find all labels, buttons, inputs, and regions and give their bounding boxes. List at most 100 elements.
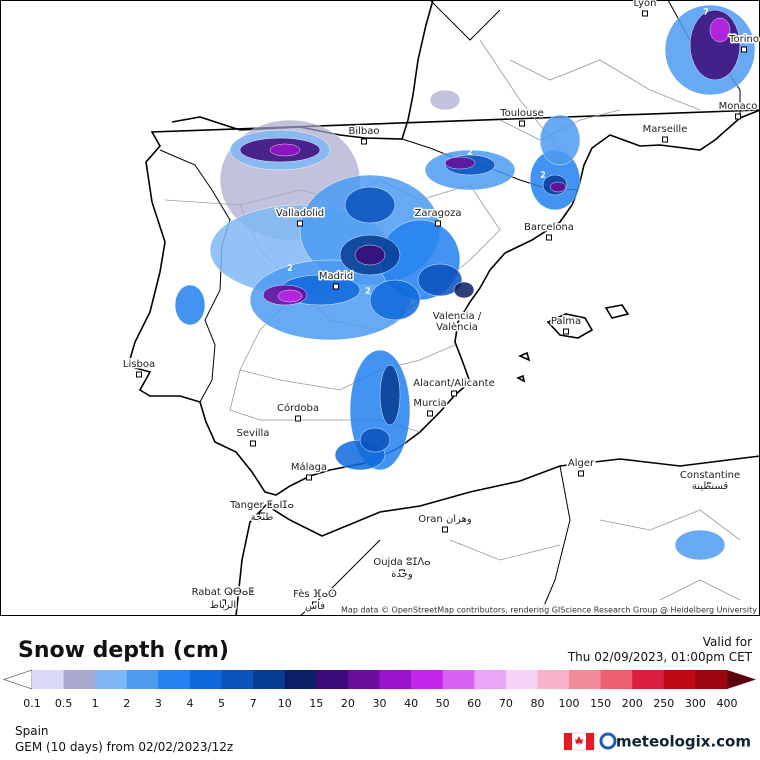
city-marker (250, 440, 256, 447)
color-swatch (600, 670, 633, 689)
snow-area (369, 279, 421, 321)
level-label: 0.5 (55, 697, 73, 710)
city-marker (707, 482, 713, 489)
brand: meteologix.com (616, 733, 751, 751)
city-marker (333, 283, 339, 290)
level-label: 70 (499, 697, 513, 710)
city-label: Alacant/Alicante (413, 378, 494, 389)
city-label: Barcelona (524, 222, 574, 233)
contour-label: 2 (467, 148, 472, 157)
valid-time: Thu 02/09/2023, 01:00pm CET (567, 650, 752, 664)
color-swatch (63, 670, 96, 689)
color-swatch (253, 670, 286, 689)
level-label: 5 (218, 697, 225, 710)
city-label: Lyon (633, 0, 656, 9)
level-label: 4 (186, 697, 193, 710)
snow-area (709, 17, 731, 43)
snow-area (417, 263, 463, 297)
snow-area (354, 244, 386, 266)
city-marker (578, 470, 584, 477)
level-label: 3 (155, 697, 162, 710)
city-label: Valladolid (276, 208, 324, 219)
snow-area (539, 114, 581, 166)
city-label: Alger (568, 458, 595, 469)
color-swatch (126, 670, 159, 689)
city-marker (399, 569, 405, 576)
city-label: طنجة (251, 512, 274, 523)
contour-label: 7 (703, 8, 708, 17)
attribution-box (338, 604, 759, 615)
city-marker (259, 512, 265, 519)
color-swatch (95, 670, 128, 689)
city-marker (306, 474, 312, 481)
level-label: 1 (92, 697, 99, 710)
level-label: 40 (404, 697, 418, 710)
city-label: Monaco (719, 101, 758, 112)
color-swatch (189, 670, 222, 689)
legend-title: Snow depth (cm) (18, 638, 229, 663)
color-swatch (411, 670, 444, 689)
level-label: 400 (717, 697, 738, 710)
maple-leaf (575, 736, 583, 747)
under-triangle (3, 669, 33, 690)
contour-label: 2 (540, 171, 545, 180)
snow-area (344, 186, 396, 224)
city-marker (435, 220, 441, 227)
city-labels: Lyon Torino Monaco Toulouse Marseille Bilbao V… (121, 0, 760, 614)
city-label: Constantine (680, 470, 740, 481)
city-marker (312, 601, 318, 608)
snow-field: 2 2 2 2 7 (174, 4, 756, 561)
level-label: 2 (123, 697, 130, 710)
snow-area (429, 89, 461, 111)
snow-area (453, 281, 475, 299)
city-label: Valencia / (433, 311, 482, 322)
city-marker (741, 46, 747, 53)
color-swatch (347, 670, 380, 689)
city-marker (519, 120, 525, 127)
city-label: Oujda ⵓⵊⴷⴰ (373, 557, 430, 568)
city-label: Murcia (413, 398, 446, 409)
snow-area (674, 529, 726, 561)
city-label: València (436, 321, 478, 333)
city-label: Rabat ⵕⴱⴰⵟ (192, 587, 255, 598)
city-marker (735, 113, 741, 120)
color-swatch (569, 670, 602, 689)
logo-icon (599, 732, 617, 750)
valid-heading: Valid for (702, 635, 752, 649)
color-swatch (32, 670, 64, 689)
over-triangle (727, 670, 756, 689)
model-run: GEM (10 days) from 02/02/2023/12z (15, 740, 234, 754)
color-swatch (632, 670, 665, 689)
city-marker (442, 526, 448, 533)
city-label: Tanger ⵟⴰⵏⵊⴰ (229, 500, 294, 511)
level-label: 60 (467, 697, 481, 710)
level-label: 250 (653, 697, 674, 710)
city-label: قسنطينة (692, 481, 729, 492)
color-swatch (442, 670, 475, 689)
flag-band (586, 733, 594, 750)
level-label: 150 (590, 697, 611, 710)
snow-area (359, 427, 391, 453)
city-marker (546, 234, 552, 241)
city-label: Fès ⴼⴰⵙ (293, 588, 337, 600)
city-marker (427, 410, 433, 417)
level-label: 10 (278, 697, 292, 710)
color-swatch (379, 670, 412, 689)
city-marker (361, 138, 367, 145)
city-label: Córdoba (277, 402, 319, 414)
level-label: 7 (250, 697, 257, 710)
city-marker (662, 136, 668, 143)
snow-area (277, 289, 303, 303)
level-label: 20 (341, 697, 355, 710)
color-swatch (695, 670, 728, 689)
city-label: وجدة (391, 569, 413, 580)
snow-area (444, 156, 476, 170)
color-swatch (663, 670, 696, 689)
region: Spain (15, 724, 49, 738)
color-swatch (221, 670, 254, 689)
map: 2 2 2 2 7 Lyon Torino Monaco Toulouse Marseille B… (0, 0, 760, 616)
attribution: Map data © OpenStreetMap contributors, r… (341, 606, 757, 615)
city-marker (451, 390, 457, 397)
city-label: Madrid (319, 271, 353, 282)
